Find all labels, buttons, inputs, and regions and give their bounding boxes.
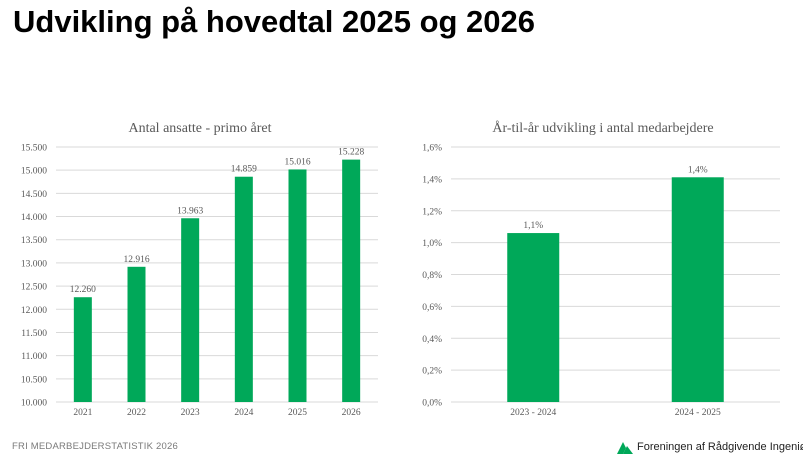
y-tick-label: 0,4% (422, 335, 442, 345)
x-tick-label: 2023 (181, 408, 200, 418)
data-label: 15.228 (338, 148, 364, 158)
chart-antal-ansatte: Antal ansatte - primo året 10.000 10.500 11… (21, 121, 378, 418)
bar (288, 169, 307, 402)
data-label: 13.963 (177, 206, 203, 216)
y-tick-label: 12.500 (21, 283, 47, 293)
bar (181, 218, 200, 402)
y-tick-label: 11.000 (21, 352, 47, 362)
bar (507, 233, 560, 402)
fri-logo-icon (617, 442, 633, 454)
y-tick-label: 15.500 (21, 144, 47, 154)
y-tick-label: 1,4% (422, 175, 442, 185)
x-tick-label: 2024 - 2025 (675, 408, 721, 418)
x-tick-label: 2026 (342, 408, 361, 418)
y-tick-label: 0,6% (422, 303, 442, 313)
y-tick-label: 0,2% (422, 367, 442, 377)
data-label: 12.916 (123, 255, 149, 265)
y-tick-label: 10.500 (21, 375, 47, 385)
bar (127, 266, 146, 402)
y-tick-label: 13.000 (21, 259, 47, 269)
chart-title: Antal ansatte - primo året (128, 121, 271, 136)
x-tick-label: 2024 (234, 408, 253, 418)
chart-aar-til-aar: År-til-år udvikling i antal medarbejdere… (422, 120, 780, 418)
y-tick-label: 15.000 (21, 167, 47, 177)
y-tick-label: 0,8% (422, 271, 442, 281)
data-label: 15.016 (284, 157, 310, 167)
y-tick-label: 1,6% (422, 144, 442, 154)
page-title: Udvikling på hovedtal 2025 og 2026 (13, 4, 536, 39)
y-tick-label: 14.000 (21, 213, 47, 223)
chart-title: År-til-år udvikling i antal medarbejdere (492, 120, 713, 136)
bar (234, 176, 253, 402)
data-label: 1,4% (688, 165, 708, 175)
y-tick-label: 10.000 (21, 399, 47, 409)
bar (73, 297, 92, 402)
fri-logo: Foreningen af Rådgivende Ingeniører (617, 437, 803, 457)
y-tick-label: 13.500 (21, 236, 47, 246)
x-tick-label: 2021 (73, 408, 92, 418)
y-tick-label: 1,2% (422, 207, 442, 217)
bar (671, 177, 724, 402)
bar (342, 159, 361, 402)
x-tick-label: 2022 (127, 408, 146, 418)
x-tick-label: 2025 (288, 408, 307, 418)
x-tick-label: 2023 - 2024 (510, 408, 556, 418)
data-label: 1,1% (523, 221, 543, 231)
y-tick-label: 0,0% (422, 399, 442, 409)
data-label: 12.260 (70, 285, 96, 295)
y-tick-label: 11.500 (21, 329, 47, 339)
logo-text: Foreningen af Rådgivende Ingeniører (637, 441, 803, 453)
y-tick-label: 12.000 (21, 306, 47, 316)
y-tick-label: 1,0% (422, 239, 442, 249)
footer-source: FRI MEDARBEJDERSTATISTIK 2026 (12, 441, 178, 452)
data-label: 14.859 (231, 165, 257, 175)
y-tick-label: 14.500 (21, 190, 47, 200)
